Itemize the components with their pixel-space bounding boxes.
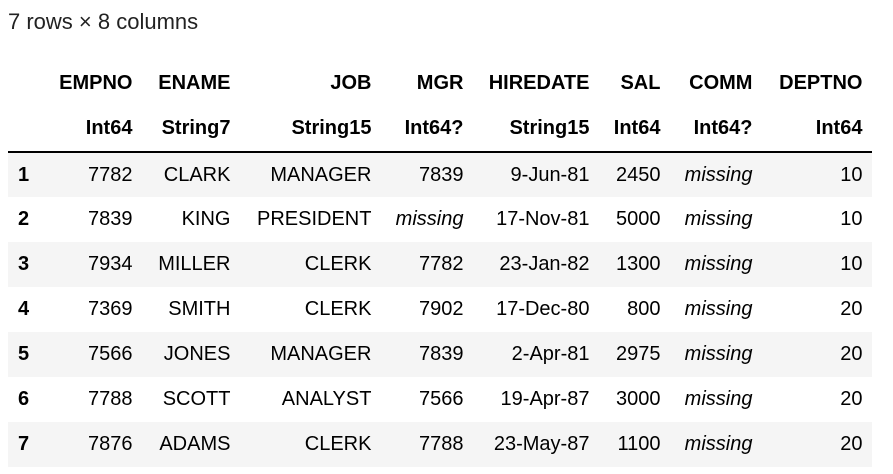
cell-empno: 7934: [87, 253, 133, 275]
cell-ename: ADAMS: [159, 433, 231, 455]
table-row: 1 7782 CLARK MANAGER 7839 9-Jun-81 2450 missing…: [8, 152, 873, 197]
row-number: 1: [18, 163, 30, 186]
cell-sal: 800: [627, 298, 661, 320]
cell-job: MANAGER: [270, 343, 372, 365]
cell-comm: missing: [684, 253, 753, 275]
cell-empno: 7788: [87, 388, 133, 410]
table-body: 1 7782 CLARK MANAGER 7839 9-Jun-81 2450 missing…: [8, 152, 873, 467]
column-header-deptno: DEPTNO: [779, 72, 863, 94]
cell-deptno: 10: [840, 163, 863, 186]
cell-job: ANALYST: [281, 388, 372, 410]
column-type-job: String15: [291, 117, 372, 139]
cell-job: CLERK: [304, 433, 372, 455]
column-header-mgr: MGR: [416, 72, 464, 94]
column-header-sal: SAL: [620, 72, 661, 94]
column-header-hiredate: HIREDATE: [488, 72, 590, 94]
cell-mgr: 7902: [418, 298, 464, 320]
table-row: 3 7934 MILLER CLERK 7782 23-Jan-82 1300 missing…: [8, 242, 873, 287]
cell-ename: SMITH: [168, 298, 231, 320]
cell-sal: 1300: [615, 253, 661, 275]
cell-ename: MILLER: [158, 253, 231, 275]
cell-hiredate: 23-Jan-82: [499, 253, 590, 275]
cell-job: MANAGER: [270, 163, 372, 186]
table-summary: 7 rows × 8 columns: [8, 9, 199, 34]
column-header-job: JOB: [330, 72, 372, 94]
column-type-sal: Int64: [613, 117, 661, 139]
cell-sal: 1100: [617, 433, 661, 455]
column-type-hiredate: String15: [509, 117, 590, 139]
cell-mgr: 7566: [418, 388, 464, 410]
column-types-row: Int64 String7 String15 Int64? String15 I…: [8, 106, 873, 152]
cell-empno: 7839: [87, 208, 133, 230]
cell-sal: 3000: [615, 388, 661, 410]
column-header-comm: COMM: [689, 72, 753, 94]
table-row: 6 7788 SCOTT ANALYST 7566 19-Apr-87 3000 missin…: [8, 377, 873, 422]
table-row: 2 7839 KING PRESIDENT missing 17-Nov-81 5000 mi…: [8, 197, 873, 242]
cell-sal: 2975: [615, 343, 661, 365]
row-number: 7: [18, 433, 30, 455]
cell-mgr: 7839: [418, 163, 464, 186]
cell-comm: missing: [684, 343, 753, 365]
cell-comm: missing: [684, 208, 753, 230]
cell-deptno: 10: [840, 208, 863, 230]
row-number: 3: [18, 253, 30, 275]
cell-hiredate: 19-Apr-87: [500, 388, 590, 410]
cell-empno: 7876: [87, 433, 133, 455]
row-number: 4: [18, 298, 30, 320]
column-type-empno: Int64: [85, 117, 133, 139]
cell-hiredate: 23-May-87: [493, 433, 590, 455]
column-names-row: EMPNO ENAME JOB MGR HIREDATE SAL COMM DE…: [8, 61, 872, 106]
cell-sal: 5000: [615, 208, 661, 230]
cell-mgr: 7782: [418, 253, 464, 275]
column-header-empno: EMPNO: [59, 72, 133, 94]
cell-sal: 2450: [615, 163, 661, 186]
cell-deptno: 20: [840, 343, 863, 365]
column-type-deptno: Int64: [815, 117, 863, 139]
table-row: 5 7566 JONES MANAGER 7839 2-Apr-81 2975 missing…: [8, 332, 873, 377]
cell-comm: missing: [684, 388, 753, 410]
cell-deptno: 10: [840, 253, 863, 275]
header-corner: [8, 61, 49, 106]
column-header-ename: ENAME: [158, 72, 231, 94]
column-type-comm: Int64?: [693, 117, 753, 139]
cell-deptno: 20: [840, 298, 863, 320]
cell-comm: missing: [684, 298, 753, 320]
cell-hiredate: 17-Dec-80: [496, 298, 590, 320]
cell-empno: 7369: [87, 298, 133, 320]
dataframe-table: EMPNO ENAME JOB MGR HIREDATE SAL COMM DE…: [8, 61, 873, 467]
column-type-ename: String7: [161, 117, 231, 139]
types-corner: [8, 106, 49, 152]
cell-job: CLERK: [304, 253, 372, 275]
row-number: 6: [18, 388, 30, 410]
cell-mgr: 7839: [418, 343, 464, 365]
cell-hiredate: 17-Nov-81: [496, 208, 590, 230]
cell-deptno: 20: [840, 388, 863, 410]
cell-job: CLERK: [304, 298, 372, 320]
cell-empno: 7782: [87, 163, 133, 186]
cell-job: PRESIDENT: [257, 208, 372, 230]
cell-hiredate: 2-Apr-81: [511, 343, 590, 365]
cell-comm: missing: [684, 433, 753, 455]
table-row: 4 7369 SMITH CLERK 7902 17-Dec-80 800 missing 20: [8, 287, 873, 332]
cell-ename: CLARK: [163, 163, 231, 186]
row-number: 5: [18, 343, 30, 365]
cell-mgr: 7788: [418, 433, 464, 455]
table-header: EMPNO ENAME JOB MGR HIREDATE SAL COMM DE…: [8, 61, 873, 152]
table-row: 7 7876 ADAMS CLERK 7788 23-May-87 1100 missing 2…: [8, 422, 873, 467]
cell-comm: missing: [684, 163, 753, 186]
cell-mgr: missing: [395, 208, 464, 230]
cell-ename: JONES: [163, 343, 231, 365]
column-type-mgr: Int64?: [404, 117, 464, 139]
cell-hiredate: 9-Jun-81: [510, 163, 590, 186]
cell-empno: 7566: [87, 343, 133, 365]
cell-ename: KING: [181, 208, 231, 230]
cell-deptno: 20: [840, 433, 863, 455]
cell-ename: SCOTT: [162, 388, 231, 410]
row-number: 2: [18, 208, 30, 230]
